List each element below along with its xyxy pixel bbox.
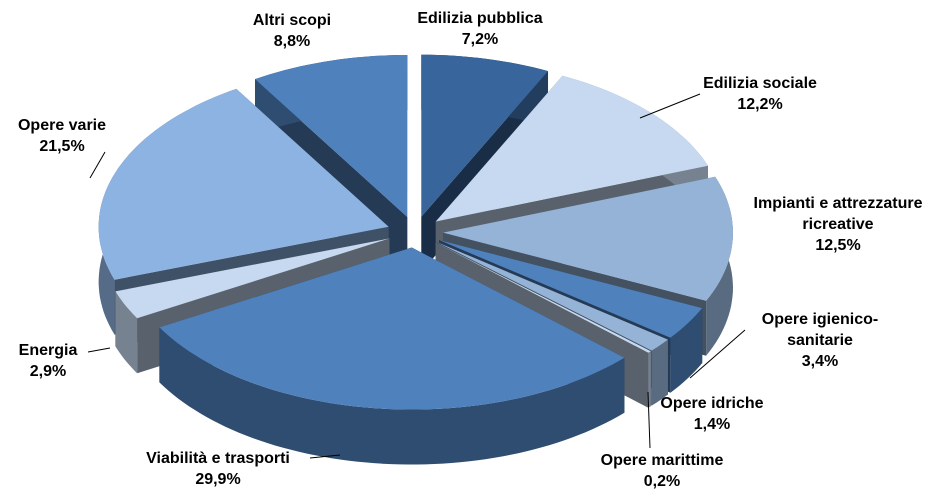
slice [439,240,703,338]
slice-side [115,238,390,347]
leader-line [647,391,651,449]
category-name: Opere igienico-sanitarie [761,311,879,349]
slice-label: Energia 2,9% [3,340,93,382]
category-name: Opere marittime [600,452,724,469]
value-label: 1,4% [693,416,731,433]
slice-label: Opere marittime 0,2% [577,450,747,492]
leader-line [87,347,111,353]
value-label: 7,2% [461,31,499,48]
leader-line [639,93,701,119]
category-name: Viabilità e trasporti [146,450,290,467]
category-name: Energia [18,342,78,359]
slice-label: Edilizia sociale 12,2% [690,73,830,115]
category-name: Edilizia sociale [703,75,817,92]
slice [115,238,390,319]
leader-line [89,151,106,179]
slice [98,88,389,280]
category-name: Altri scopi [252,12,332,29]
value-label: 21,5% [39,138,85,155]
slice-label: Opere varie 21,5% [2,115,122,157]
slice-label: Opere igienico-sanitarie 3,4% [745,309,895,372]
value-label: 29,9% [195,471,241,488]
leader-line [689,329,746,379]
value-label: 8,8% [273,33,311,50]
slice-wall [115,291,138,374]
category-name: Impianti e attrezzature ricreative [753,195,923,233]
category-name: Edilizia pubblica [417,10,543,27]
category-name: Opere varie [17,117,107,134]
slice-label: Altri scopi 8,8% [242,10,342,52]
slice-wall [670,308,703,393]
slice [255,55,408,217]
slice [435,242,651,353]
slice-label: Edilizia pubblica 7,2% [415,8,545,50]
value-label: 3,4% [801,353,839,370]
slice [436,241,668,351]
category-name: Opere idriche [660,395,764,412]
slice-label: Opere idriche 1,4% [652,393,772,435]
slice-label: Impianti e attrezzature ricreative 12,5% [738,193,938,256]
leader-line [309,454,341,459]
slice-wall [159,327,625,465]
value-label: 0,2% [643,473,681,490]
slice-wall [651,339,668,406]
value-label: 12,5% [815,237,861,254]
slice [421,54,548,217]
value-label: 2,9% [29,363,67,380]
slice-label: Viabilità e trasporti 29,9% [118,448,318,490]
value-label: 12,2% [737,96,783,113]
slice-wall [648,351,651,408]
slice [442,176,733,301]
slice [159,247,625,410]
slice [435,75,708,222]
